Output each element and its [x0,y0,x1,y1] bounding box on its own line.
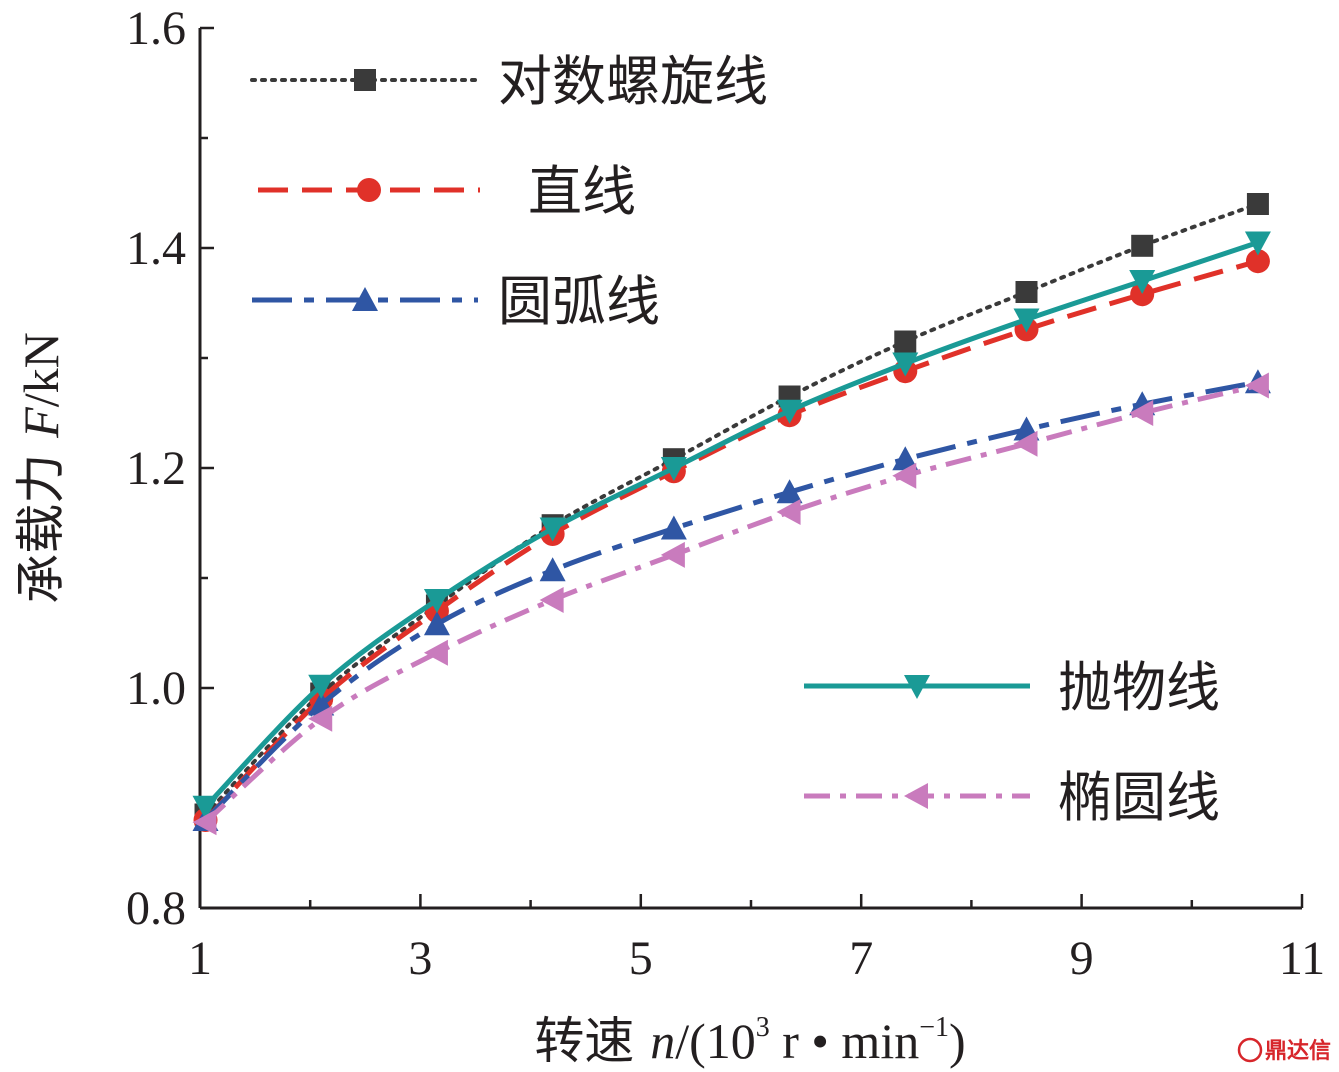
data-point [892,352,919,377]
data-point [894,330,917,353]
series-1 [193,249,1270,832]
series-line [203,379,1259,822]
data-point [1244,231,1271,256]
y-tick-label: 1.6 [126,2,186,55]
data-point [1013,308,1040,333]
data-point [1245,249,1270,274]
data-point [423,589,450,613]
data-point [776,479,803,504]
x-tick-label: 3 [408,932,432,985]
axes: 1 3 5 7 9 11 0.8 1.0 1.2 1.4 1.6 [126,2,1325,985]
data-point [1129,400,1154,426]
legend-item-1: 直线 [258,160,636,223]
data-point [892,462,917,489]
data-point [539,587,564,613]
legend-marker-icon [354,69,376,91]
data-point [539,557,566,582]
x-tick-label: 5 [629,932,653,985]
data-point [308,705,333,732]
legend-item-0: 对数螺旋线 [250,50,768,113]
legend-marker-icon [357,178,381,202]
series-layer [192,193,1271,836]
data-point [308,674,335,699]
series-line [203,383,1259,825]
legend-label: 直线 [528,160,636,223]
series-4 [192,372,1269,836]
y-tick-label: 0.8 [126,882,186,935]
data-point [423,639,448,666]
data-point [1131,234,1154,257]
watermark-text: 鼎达信 [1265,1038,1331,1064]
x-tick-label: 1 [188,932,212,985]
series-3 [192,231,1271,820]
series-line [203,202,1260,817]
legend-marker-icon [352,287,378,311]
legend-label: 椭圆线 [1058,766,1220,829]
legend-marker-icon [904,783,928,809]
data-point [1015,281,1038,303]
y-axis-title: 承载力 F/kN [12,332,70,603]
x-tick-label: 11 [1279,932,1325,985]
data-point [660,457,687,481]
data-point [192,795,219,820]
x-tick-label: 7 [849,932,873,985]
data-point [539,517,566,542]
legend-marker-icon [904,675,930,699]
data-point [892,446,919,471]
series-line [203,240,1259,809]
data-point [1129,270,1156,294]
data-point [1130,282,1155,307]
data-point [776,399,803,424]
watermark: 鼎达信 [1237,1037,1331,1064]
legend-item-2: 圆弧线 [252,270,660,333]
legend-label: 抛物线 [1058,656,1220,719]
series-2 [192,369,1271,831]
legend-label: 对数螺旋线 [498,50,768,113]
data-point [776,499,801,525]
y-tick-label: 1.0 [126,662,186,715]
series-line [203,258,1259,822]
x-tick-label: 9 [1070,932,1094,985]
data-point [423,611,450,636]
y-tick-label: 1.4 [126,222,186,275]
legend-label: 圆弧线 [498,270,660,333]
legend-item-3: 抛物线 [804,656,1220,719]
data-point [660,515,687,540]
x-axis-title: 转速 n/(103 r • min−1) [534,1012,965,1070]
watermark-logo-icon [1237,1037,1263,1063]
y-tick-label: 1.2 [126,442,186,495]
data-point [192,809,217,836]
data-point [1246,193,1269,215]
data-point [1244,372,1269,399]
data-point [660,541,685,568]
data-point [1013,430,1038,457]
legend-item-4: 椭圆线 [804,766,1220,829]
